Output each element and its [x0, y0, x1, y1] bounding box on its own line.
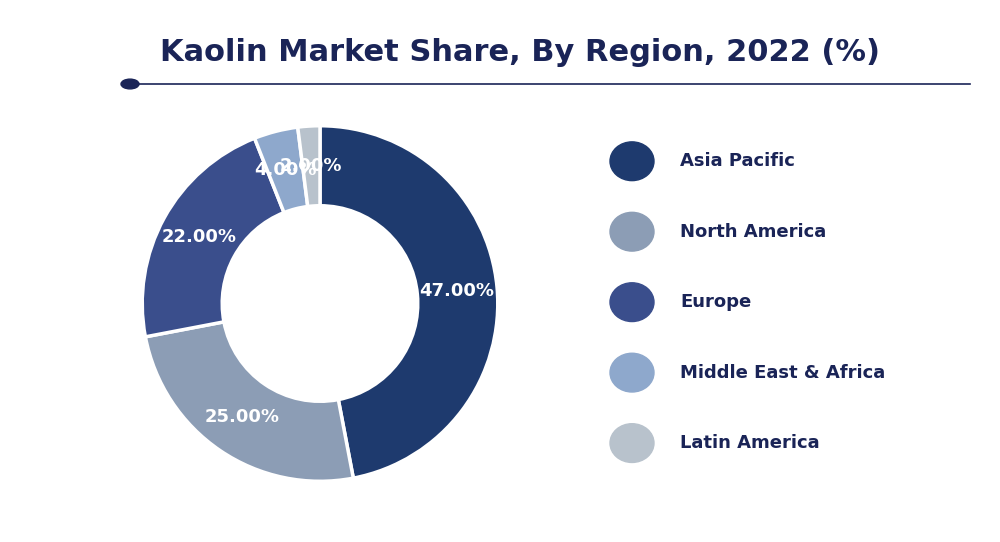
Wedge shape	[255, 127, 308, 212]
Wedge shape	[320, 126, 498, 478]
Circle shape	[610, 212, 654, 251]
Wedge shape	[145, 322, 353, 481]
Circle shape	[610, 353, 654, 392]
Circle shape	[610, 283, 654, 321]
Text: 47.00%: 47.00%	[420, 281, 495, 300]
Text: North America: North America	[680, 223, 826, 241]
Text: 2.00%: 2.00%	[280, 157, 343, 175]
Text: Asia Pacific: Asia Pacific	[680, 152, 795, 170]
Text: Middle East & Africa: Middle East & Africa	[680, 364, 885, 382]
Circle shape	[610, 142, 654, 180]
Text: 25.00%: 25.00%	[205, 409, 280, 427]
Text: 22.00%: 22.00%	[162, 228, 237, 246]
Text: Latin America: Latin America	[680, 434, 820, 452]
Text: PRECEDENCE: PRECEDENCE	[24, 43, 101, 53]
Text: RESEARCH: RESEARCH	[31, 70, 94, 80]
Wedge shape	[142, 138, 284, 337]
Circle shape	[610, 424, 654, 462]
Wedge shape	[298, 126, 320, 207]
Text: 4.00%: 4.00%	[254, 161, 317, 179]
Text: Europe: Europe	[680, 293, 751, 311]
Text: Kaolin Market Share, By Region, 2022 (%): Kaolin Market Share, By Region, 2022 (%)	[160, 38, 880, 67]
